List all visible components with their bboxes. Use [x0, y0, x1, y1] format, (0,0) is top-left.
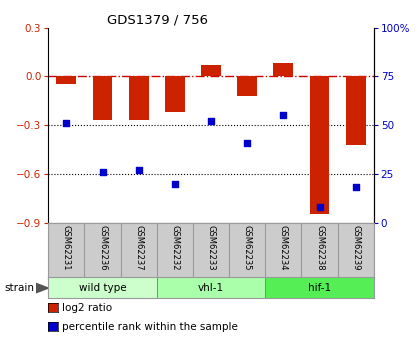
- Text: GSM62237: GSM62237: [134, 225, 143, 271]
- Bar: [157, 277, 265, 298]
- Text: GSM62236: GSM62236: [98, 225, 107, 271]
- Text: GSM62235: GSM62235: [243, 225, 252, 271]
- Text: GSM62231: GSM62231: [62, 225, 71, 271]
- Point: [208, 118, 215, 124]
- Point: [99, 169, 106, 175]
- Point: [171, 181, 178, 186]
- Text: GSM62233: GSM62233: [207, 225, 215, 271]
- Point: [63, 120, 70, 126]
- Point: [352, 185, 359, 190]
- Bar: [265, 277, 374, 298]
- Text: GSM62238: GSM62238: [315, 225, 324, 271]
- Text: vhl-1: vhl-1: [198, 283, 224, 293]
- Text: log2 ratio: log2 ratio: [62, 303, 112, 313]
- Bar: [346, 76, 366, 145]
- Bar: [48, 277, 157, 298]
- Text: GSM62234: GSM62234: [279, 225, 288, 271]
- Bar: [237, 76, 257, 96]
- Text: GSM62239: GSM62239: [351, 225, 360, 271]
- Bar: [129, 76, 149, 120]
- Text: hif-1: hif-1: [308, 283, 331, 293]
- Point: [135, 167, 142, 172]
- Bar: [56, 76, 76, 85]
- Text: percentile rank within the sample: percentile rank within the sample: [62, 322, 238, 332]
- Text: GSM62232: GSM62232: [171, 225, 179, 271]
- Bar: [273, 63, 293, 76]
- Point: [316, 204, 323, 210]
- Polygon shape: [36, 283, 48, 293]
- Point: [280, 112, 287, 118]
- Bar: [310, 76, 330, 214]
- Text: wild type: wild type: [79, 283, 126, 293]
- Text: GDS1379 / 756: GDS1379 / 756: [107, 13, 208, 27]
- Bar: [92, 76, 113, 120]
- Point: [244, 140, 251, 145]
- Text: strain: strain: [4, 283, 34, 293]
- Bar: [165, 76, 185, 112]
- Bar: [201, 65, 221, 76]
